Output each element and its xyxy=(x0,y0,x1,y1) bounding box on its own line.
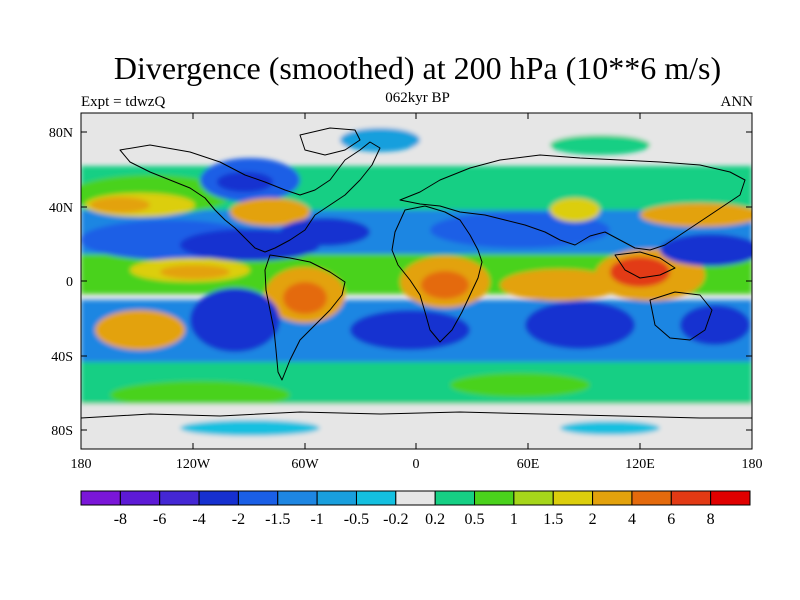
colorbar-label: 1 xyxy=(510,511,518,528)
field-amazon-high-core xyxy=(283,282,327,314)
australia-coastline xyxy=(649,291,713,341)
africa-coastline xyxy=(391,205,483,343)
colorbar-swatch xyxy=(513,490,554,506)
field-indian-ocean-high xyxy=(500,269,620,301)
y-tick-label: 80N xyxy=(49,126,73,141)
colorbar-swatch xyxy=(434,490,476,506)
divergence-field xyxy=(81,113,752,449)
field-africa-high-core xyxy=(421,271,469,299)
colorbar-swatch xyxy=(355,490,397,506)
field-central-asia-yellow xyxy=(550,198,600,222)
field-us-high xyxy=(230,198,310,226)
field-west-pacific-high xyxy=(640,203,752,227)
field-antarctic-low xyxy=(180,420,320,436)
y-axis: 80N 40N 0 40S 80S xyxy=(49,126,752,439)
map-subtitle: 062kyr BP xyxy=(385,90,450,106)
colorbar-swatch xyxy=(670,490,712,506)
colorbar-swatch xyxy=(395,490,436,506)
eurasia-coastline xyxy=(399,154,746,251)
colorbar-label: 6 xyxy=(667,511,675,528)
colorbar-swatch xyxy=(552,490,594,506)
colorbar-swatch xyxy=(631,490,672,506)
colorbar-label: 2 xyxy=(589,511,597,528)
colorbar-label: -1.5 xyxy=(265,511,290,528)
field-southwest-pacific-low xyxy=(680,305,750,345)
field-south-indian-low xyxy=(525,301,635,349)
field-tropical-pacific-orange xyxy=(160,265,230,279)
colorbar-label: 1.5 xyxy=(543,511,563,528)
greenland-coastline xyxy=(299,127,361,156)
x-tick-label: 0 xyxy=(413,457,420,472)
colorbar-label: 8 xyxy=(707,511,715,528)
colorbar-label: 4 xyxy=(628,511,636,528)
colorbar-label: -1 xyxy=(310,511,323,528)
field-antarctic-low-east xyxy=(560,421,660,435)
colorbar-swatch xyxy=(277,490,318,506)
colorbar-swatch xyxy=(710,490,751,506)
field-south-pacific-low xyxy=(190,288,280,352)
colorbar: -8 -6 -4 -2 -1.5 -1 -0.5 -0.2 0.2 0.5 1 1.5 2 4 6 8 xyxy=(80,490,751,528)
colorbar-swatch xyxy=(237,490,279,506)
x-tick-label: 60E xyxy=(517,457,540,472)
colorbar-label: -0.2 xyxy=(383,511,408,528)
colorbar-swatch xyxy=(80,490,121,506)
x-tick-label: 180 xyxy=(71,457,92,472)
coastlines xyxy=(81,127,752,419)
field-maritime-high-core xyxy=(610,257,670,287)
colorbar-label: -8 xyxy=(114,511,127,528)
field-north-pacific-orange xyxy=(90,197,150,213)
colorbar-swatch xyxy=(474,490,515,506)
field-west-pacific-low xyxy=(660,234,752,266)
y-tick-label: 40S xyxy=(51,350,73,365)
field-south-atlantic-green xyxy=(450,373,590,397)
colorbar-label: -4 xyxy=(192,511,205,528)
season-label: ANN xyxy=(720,94,754,110)
antarctica-coastline xyxy=(81,411,752,419)
colorbar-swatch xyxy=(159,490,200,506)
field-north-america-low-core xyxy=(217,172,273,192)
field-south-pacific-high xyxy=(95,310,185,350)
x-axis: 180 120W 60W 0 60E 120E 180 xyxy=(71,113,763,472)
south-america-coastline xyxy=(264,254,346,381)
field-north-africa-low xyxy=(430,212,610,248)
indonesia-coastline xyxy=(614,251,676,279)
colorbar-swatch xyxy=(198,490,239,506)
colorbar-label: 0.5 xyxy=(465,511,485,528)
y-tick-label: 0 xyxy=(66,275,73,290)
experiment-label: Expt = tdwzQ xyxy=(81,94,166,110)
colorbar-swatch xyxy=(592,490,633,506)
y-tick-label: 80S xyxy=(51,424,73,439)
colorbar-label: -6 xyxy=(153,511,166,528)
north-america-coastline xyxy=(119,141,381,253)
field-caribbean-low-core xyxy=(280,218,370,246)
colorbar-swatch xyxy=(119,490,161,506)
field-arctic-low xyxy=(340,128,420,152)
field-south-atlantic-low xyxy=(350,310,470,350)
x-tick-label: 120W xyxy=(176,457,211,472)
field-south-pacific-green xyxy=(110,381,290,409)
colorbar-label: -2 xyxy=(232,511,245,528)
colorbar-label: -0.5 xyxy=(344,511,369,528)
x-tick-label: 120E xyxy=(625,457,655,472)
x-tick-label: 60W xyxy=(291,457,319,472)
y-tick-label: 40N xyxy=(49,201,73,216)
map-title: Divergence (smoothed) at 200 hPa (10**6 … xyxy=(113,50,722,86)
colorbar-label: 0.2 xyxy=(425,511,445,528)
x-tick-label: 180 xyxy=(742,457,763,472)
colorbar-swatch xyxy=(316,490,357,506)
field-arctic-green xyxy=(550,135,650,155)
